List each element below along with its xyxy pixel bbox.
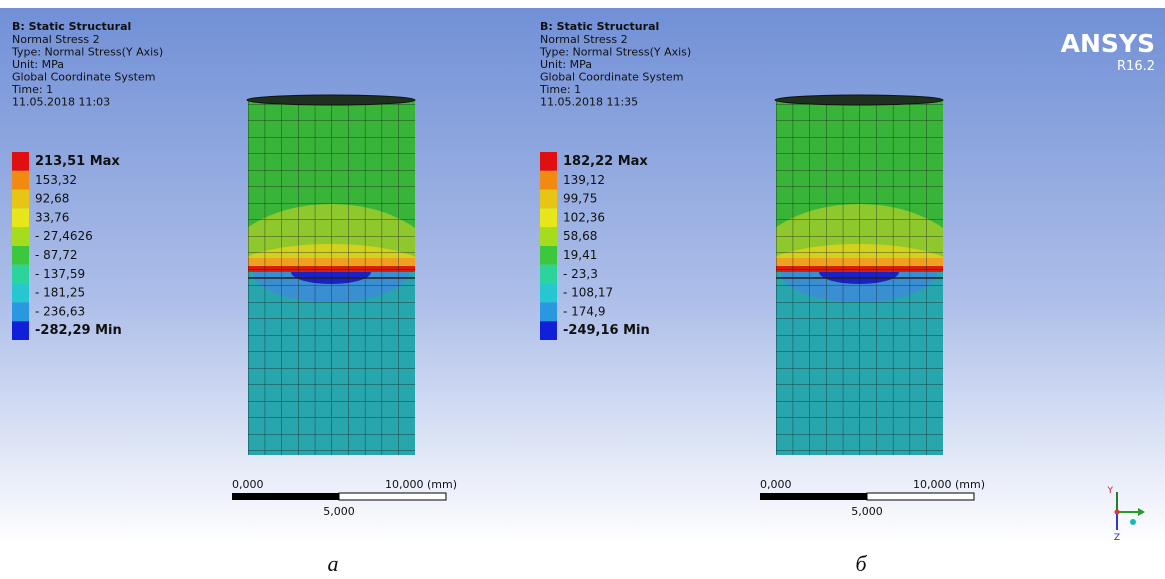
legend-swatch [540,171,557,190]
caption: а [328,551,339,576]
scale-middle: 5,000 [323,505,355,518]
legend-swatch [12,321,29,340]
result-info: Time: 1 [539,83,581,96]
legend-label: 213,51 Max [35,154,120,169]
legend-label: -249,16 Min [563,323,650,338]
scale-bar [760,493,867,500]
legend-swatch [540,321,557,340]
legend-swatch [12,284,29,303]
result-info: 11.05.2018 11:35 [540,96,638,109]
result-info: Normal Stress 2 [12,33,100,46]
legend-label: - 181,25 [35,286,85,300]
top-face [247,95,415,105]
scale-left: 0,000 [232,478,264,491]
result-info: Time: 1 [11,83,53,96]
legend-label: 58,68 [563,229,597,243]
legend-swatch [540,246,557,265]
legend-label: - 87,72 [35,248,78,262]
legend-swatch [540,152,557,171]
result-info: 11.05.2018 11:03 [12,96,110,109]
legend-swatch [12,190,29,209]
result-info: Type: Normal Stress(Y Axis) [11,46,163,59]
legend-label: - 174,9 [563,304,606,318]
legend-label: 92,68 [35,192,69,206]
screenshot: B: Static StructuralNormal Stress 2Type:… [0,0,1165,579]
result-info: Type: Normal Stress(Y Axis) [539,46,691,59]
legend-label: 139,12 [563,173,605,187]
legend-swatch [540,265,557,284]
scale-left: 0,000 [760,478,792,491]
legend-swatch [12,246,29,265]
scale-right: 10,000 (mm) [385,478,457,491]
legend-swatch [540,190,557,209]
caption: б [855,551,867,576]
legend-swatch [12,152,29,171]
triad-y: Y [1107,486,1114,496]
legend-swatch [12,171,29,190]
result-info: Global Coordinate System [540,71,683,84]
legend-swatch [540,227,557,246]
legend-label: 19,41 [563,248,597,262]
legend-swatch [12,208,29,227]
scale-bar [232,493,339,500]
logo-version: R16.2 [1117,59,1155,74]
scale-right: 10,000 (mm) [913,478,985,491]
scale-middle: 5,000 [851,505,883,518]
legend-label: - 27,4626 [35,229,93,243]
result-title: B: Static Structural [540,20,659,33]
legend-label: -282,29 Min [35,323,122,338]
legend-label: - 236,63 [35,304,85,318]
legend-swatch [540,208,557,227]
result-info: Normal Stress 2 [540,33,628,46]
scale-bar [339,493,446,500]
legend-label: 102,36 [563,210,605,224]
top-face [775,95,943,105]
result-info: Unit: MPa [12,58,64,71]
legend-label: 182,22 Max [563,154,648,169]
legend-swatch [540,302,557,321]
result-info: Global Coordinate System [12,71,155,84]
legend-label: - 23,3 [563,267,598,281]
legend-label: 33,76 [35,210,69,224]
legend-swatch [12,265,29,284]
result-title: B: Static Structural [12,20,131,33]
legend-swatch [540,284,557,303]
scale-bar [867,493,974,500]
legend-swatch [12,302,29,321]
result-info: Unit: MPa [540,58,592,71]
legend-label: - 137,59 [35,267,85,281]
legend-label: 99,75 [563,192,597,206]
triad-z: Z [1114,533,1120,543]
legend-label: 153,32 [35,173,77,187]
legend-swatch [12,227,29,246]
legend-label: - 108,17 [563,286,613,300]
logo: ANSYS [1061,29,1155,58]
